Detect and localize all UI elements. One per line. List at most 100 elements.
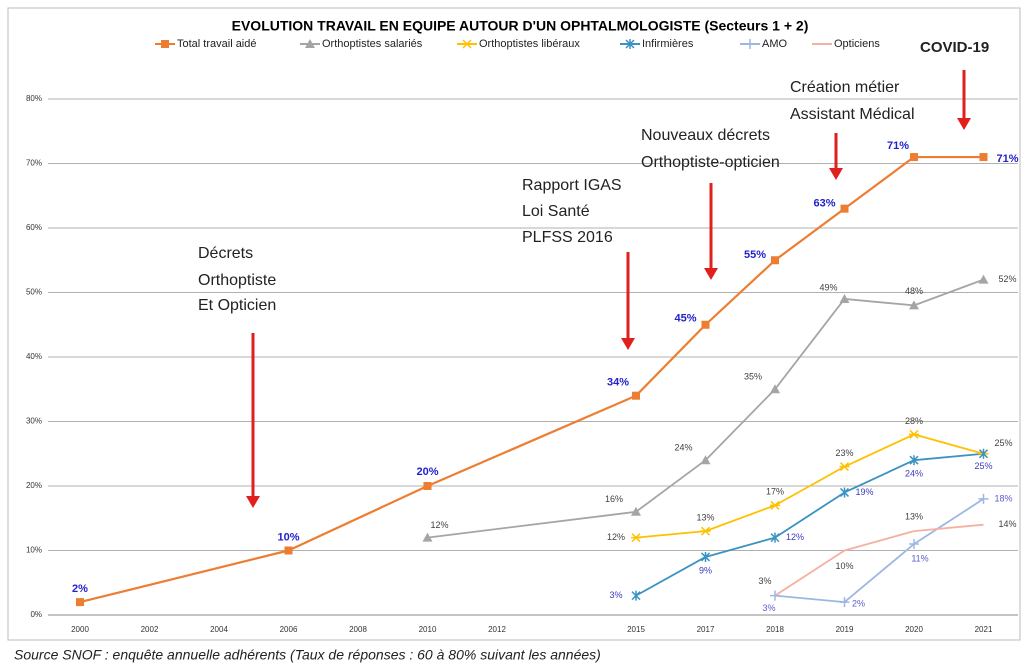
- data-label: 12%: [786, 532, 804, 542]
- arrow-head: [246, 496, 260, 508]
- data-label: 3%: [762, 603, 775, 613]
- line-segment: [844, 433, 915, 468]
- line-segment: [704, 388, 776, 461]
- data-label: 10%: [835, 561, 853, 571]
- line-segment: [635, 459, 707, 513]
- source-note: Source SNOF : enquête annuelle adhérents…: [14, 647, 601, 663]
- data-label: 13%: [905, 512, 923, 522]
- data-point: [839, 462, 850, 472]
- y-tick-label: 40%: [26, 352, 42, 361]
- data-point: [770, 532, 780, 543]
- x-tick-label: 2020: [905, 625, 923, 634]
- data-label: 71%: [996, 153, 1018, 165]
- data-label: 63%: [813, 198, 835, 210]
- x-tick-label: 2021: [975, 625, 993, 634]
- y-tick-label: 80%: [26, 94, 42, 103]
- x-tick-label: 2004: [210, 625, 228, 634]
- legend-marker: [305, 39, 315, 48]
- data-label: 3%: [758, 576, 771, 586]
- line-segment: [774, 207, 846, 262]
- line-segment: [79, 549, 289, 604]
- chart-title: EVOLUTION TRAVAIL EN EQUIPE AUTOUR D'UN …: [232, 18, 809, 34]
- data-point: [284, 546, 293, 555]
- legend-label: Opticiens: [834, 38, 880, 50]
- data-point: [701, 320, 710, 329]
- line-segment: [704, 259, 776, 326]
- data-point: [909, 429, 919, 439]
- line-segment: [288, 485, 428, 552]
- data-point: [76, 598, 84, 607]
- line-segment: [774, 594, 845, 603]
- y-tick-label: 60%: [26, 223, 42, 232]
- annotation: PLFSS 2016: [522, 229, 613, 246]
- data-point: [422, 532, 433, 542]
- data-label: 20%: [416, 466, 438, 478]
- arrow-head: [621, 338, 635, 350]
- line-segment: [635, 530, 706, 539]
- y-tick-label: 20%: [26, 481, 42, 490]
- x-tick-label: 2018: [766, 625, 784, 634]
- frame: [7, 7, 1021, 641]
- annotation: COVID-19: [920, 39, 989, 56]
- data-point: [909, 300, 919, 310]
- data-label: 14%: [998, 519, 1016, 529]
- data-label: 52%: [998, 274, 1016, 284]
- annotation: Nouveaux décrets: [641, 127, 770, 144]
- line-segment: [705, 504, 776, 532]
- data-point: [771, 256, 779, 265]
- line-segment: [843, 543, 915, 603]
- data-label: 23%: [835, 448, 853, 458]
- data-point: [909, 539, 919, 550]
- legend-label: Total travail aidé: [177, 38, 257, 50]
- y-tick-label: 30%: [26, 417, 42, 426]
- legend-marker: [161, 40, 169, 48]
- data-point: [839, 597, 850, 608]
- data-point: [910, 153, 918, 162]
- data-label: 24%: [674, 443, 692, 453]
- data-label: 55%: [744, 249, 766, 261]
- x-tick-label: 2010: [419, 625, 437, 634]
- data-label: 19%: [855, 487, 873, 497]
- x-tick-label: 2017: [697, 625, 715, 634]
- legend-marker: [462, 39, 472, 49]
- y-tick-label: 0%: [30, 610, 42, 619]
- data-point: [839, 487, 850, 498]
- line-segment: [843, 156, 915, 210]
- data-label: 16%: [605, 494, 623, 504]
- legend-label: Infirmières: [642, 38, 694, 50]
- legend-label: Orthoptistes libéraux: [479, 38, 580, 50]
- data-point: [632, 391, 640, 400]
- line-segment: [913, 523, 984, 533]
- data-point: [631, 506, 641, 516]
- data-point: [979, 153, 988, 162]
- data-label: 9%: [699, 565, 712, 575]
- x-tick-label: 2012: [488, 625, 506, 634]
- annotation: Décrets: [198, 245, 253, 262]
- line-segment: [913, 452, 984, 462]
- data-label: 13%: [696, 513, 714, 523]
- annotation: Et Opticien: [198, 297, 276, 314]
- legend-marker: [625, 39, 635, 49]
- data-label: 2%: [72, 583, 88, 595]
- line-segment: [635, 556, 706, 597]
- data-label: 12%: [430, 520, 448, 530]
- line-segment: [774, 298, 846, 390]
- data-label: 12%: [607, 532, 625, 542]
- annotation: Orthoptiste: [198, 272, 276, 289]
- x-tick-label: 2015: [627, 625, 645, 634]
- x-tick-label: 2002: [141, 625, 159, 634]
- legend-label: AMO: [762, 38, 788, 50]
- annotation: Loi Santé: [522, 203, 590, 220]
- data-label: 71%: [887, 140, 909, 152]
- data-label: 49%: [819, 282, 837, 292]
- annotation: Orthoptiste-opticien: [641, 154, 780, 171]
- annotation: Création métier: [790, 79, 900, 96]
- data-label: 25%: [974, 461, 992, 471]
- line-segment: [427, 510, 637, 539]
- data-label: 10%: [277, 531, 299, 543]
- line-segment: [774, 549, 845, 597]
- line-segment: [427, 394, 637, 488]
- data-label: 25%: [994, 438, 1012, 448]
- x-tick-label: 2019: [836, 625, 854, 634]
